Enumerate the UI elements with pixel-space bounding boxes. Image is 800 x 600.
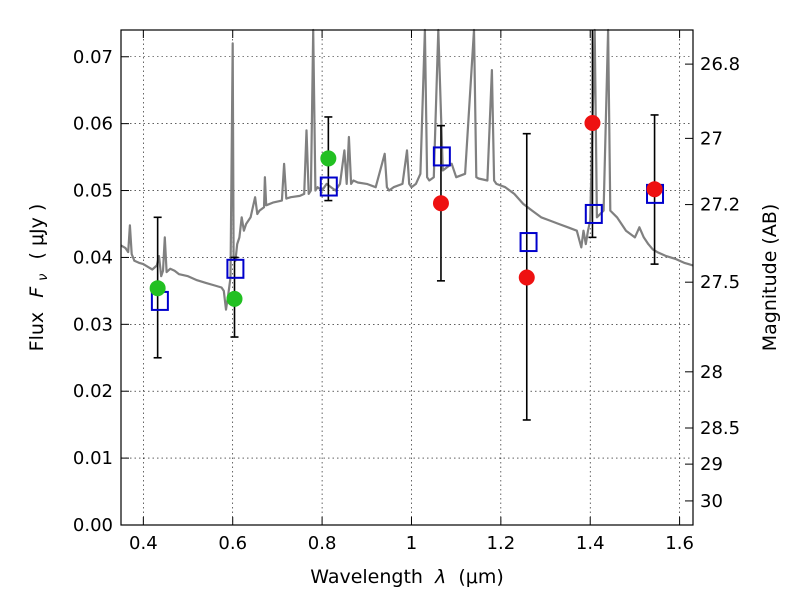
y-tick-label: 0.07 (73, 47, 113, 68)
magnitude-tick-label: 28.5 (700, 418, 740, 439)
x-tick-label: 0.8 (308, 533, 337, 554)
magnitude-tick-label: 27.2 (700, 195, 740, 216)
observed-point-green (149, 280, 166, 297)
observed-points (149, 114, 663, 307)
x-tick-label: 0.6 (218, 533, 247, 554)
y-tick-label: 0.04 (73, 247, 113, 268)
x-tick-label: 1.2 (487, 533, 516, 554)
y-tick-label: 0.03 (73, 314, 113, 335)
y-tick-label: 0.05 (73, 181, 113, 202)
y-tick-label: 0.06 (73, 114, 113, 135)
model-point (226, 258, 245, 279)
model-point (432, 146, 451, 167)
y-tick-label: 0.00 (73, 515, 113, 536)
plot-frame (120, 29, 694, 526)
magnitude-tick-label: 28 (700, 362, 723, 383)
model-point (319, 176, 338, 197)
spectrum-series (120, 28, 694, 311)
magnitude-tick-label: 29 (700, 454, 723, 475)
observed-point-green (226, 290, 243, 307)
y-axis-label: Flux F ν ( μJy ) (26, 204, 52, 352)
x-tick-label: 1.6 (665, 533, 694, 554)
magnitude-tick-label: 27.5 (700, 272, 740, 293)
observed-point-red (432, 195, 449, 212)
observed-point-green (320, 150, 337, 167)
observed-point-red (518, 269, 535, 286)
x-tick-label: 1 (406, 533, 417, 554)
observed-point-red (646, 181, 663, 198)
magnitude-axis-label: Magnitude (AB) (759, 204, 781, 352)
model-point (584, 203, 603, 224)
magnitude-tick-label: 30 (700, 491, 723, 512)
model-point (519, 232, 538, 253)
axis-ticks: 0.4 0.6 0.8 1 1.2 1.4 1.6 0.00 0.01 0.02 0.03 0.04 0… (73, 30, 740, 554)
x-tick-label: 1.4 (576, 533, 605, 554)
error-bars (153, 30, 659, 421)
x-tick-label: 0.4 (129, 533, 158, 554)
y-tick-label: 0.02 (73, 381, 113, 402)
y-tick-label: 0.01 (73, 448, 113, 469)
x-axis-label: Wavelength λ (μm) (310, 566, 503, 588)
magnitude-tick-label: 27 (700, 128, 723, 149)
model-points (150, 146, 665, 311)
spectrum-line (120, 28, 694, 311)
magnitude-tick-label: 26.8 (700, 54, 740, 75)
observed-point-red (584, 114, 601, 131)
